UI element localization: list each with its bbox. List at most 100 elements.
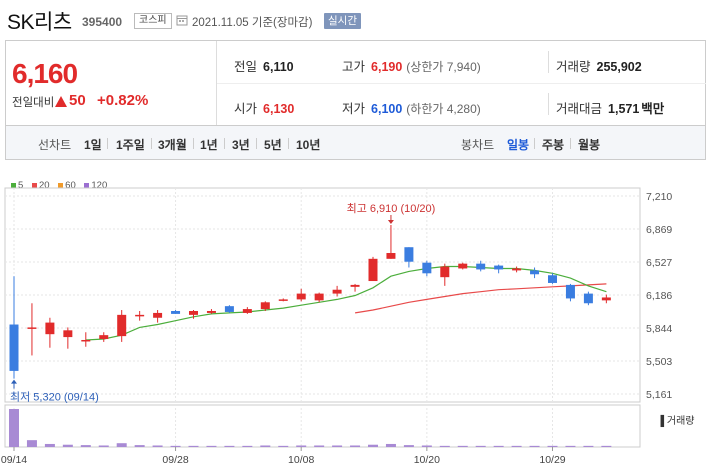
volume-bar [457, 445, 468, 447]
candle-body [476, 263, 486, 270]
volume-bar [152, 445, 163, 447]
divider [288, 138, 289, 149]
y-tick-label: 6,186 [646, 290, 672, 302]
volume-bar [565, 445, 576, 447]
volume-bar [260, 445, 271, 447]
volume-bar [206, 445, 217, 447]
candle-body [350, 284, 360, 287]
change-value: 50 [69, 92, 86, 109]
candle-body [440, 266, 450, 278]
volume-bar [134, 445, 145, 447]
volume-bar [98, 445, 109, 447]
period-10y[interactable]: 10년 [296, 138, 321, 152]
period-5y[interactable]: 5년 [264, 138, 282, 152]
volume-bar [188, 445, 199, 447]
candle-body [583, 293, 593, 304]
stock-name: SK리츠 [7, 11, 72, 34]
volume-bar [278, 445, 289, 447]
period-3y[interactable]: 3년 [232, 138, 250, 152]
period-1y[interactable]: 1년 [200, 138, 218, 152]
legend-item: 120 [84, 180, 107, 191]
candle-body [296, 293, 306, 300]
divider [534, 138, 535, 149]
candle-body [314, 293, 324, 301]
line-chart-label: 선차트 [38, 138, 72, 152]
volume-plot-frame [4, 404, 641, 448]
candle-body [27, 327, 37, 329]
candle-daily[interactable]: 일봉 [507, 138, 530, 152]
volume-bar [44, 443, 55, 447]
ma20-line [355, 283, 607, 314]
current-price: 6,160 [12, 58, 78, 89]
low-marker-arrow [11, 379, 17, 384]
divider [151, 138, 152, 149]
chart-legend: 5 20 60 120 [11, 180, 113, 191]
up-arrow-icon [55, 96, 67, 107]
volume-bar [385, 443, 396, 447]
volume-bar [116, 443, 127, 447]
candle-body [601, 297, 611, 301]
volume-bar [439, 445, 450, 447]
volume-bar [529, 445, 540, 447]
candle-body [171, 310, 181, 314]
candle-body [278, 299, 288, 301]
period-1w[interactable]: 1주일 [116, 138, 145, 152]
row-divider [217, 83, 706, 84]
y-tick-label: 5,503 [646, 356, 672, 368]
candle-body [63, 330, 73, 338]
candle-body [548, 275, 557, 283]
low-annotation: 최저 5,320 (09/14) [10, 391, 99, 404]
calendar-icon [176, 15, 188, 26]
y-tick-label: 6,527 [646, 257, 672, 269]
volume-bar [314, 445, 325, 447]
candle-chart-label: 봉차트 [461, 138, 495, 152]
candle-body [9, 324, 19, 371]
y-tick-label: 6,869 [646, 224, 672, 236]
volume-bar [332, 445, 343, 447]
candle-body [45, 322, 55, 335]
change-percent: +0.82% [97, 92, 149, 109]
volume-bar [170, 445, 181, 447]
volume-bar [62, 444, 73, 447]
legend-item: 20 [31, 180, 50, 191]
divider [548, 51, 549, 73]
y-tick-label: 5,844 [646, 323, 672, 335]
x-tick-label: 10/29 [539, 454, 565, 466]
volume-bar [80, 445, 91, 447]
period-3m[interactable]: 3개월 [158, 138, 187, 152]
prev-close: 전일 6,110 [234, 60, 294, 74]
candle-body [512, 268, 522, 271]
high-marker-arrow [387, 219, 394, 224]
volume-bar [350, 445, 361, 447]
candle-body [117, 314, 127, 337]
candle-weekly[interactable]: 주봉 [542, 138, 565, 152]
candle-monthly[interactable]: 월봉 [578, 138, 601, 152]
candle-body [422, 262, 432, 274]
x-tick-label: 10/20 [414, 454, 440, 466]
y-tick-label: 7,210 [646, 191, 672, 203]
divider [548, 93, 549, 115]
quote-panel: 6,160 전일대비 50 +0.82% 전일 6,110 고가 6,190 (상한가… [5, 40, 706, 126]
volume-bar [242, 445, 253, 447]
volume: 거래량 255,902 [556, 60, 642, 74]
period-1d[interactable]: 1일 [84, 138, 102, 152]
base-date: 2021.11.05 기준(장마감) [192, 17, 313, 29]
x-tick-label: 09/28 [162, 454, 188, 466]
candle-body [224, 306, 234, 312]
trade-amount: 거래대금 1,571 백만 [556, 102, 665, 116]
candle-body [530, 270, 540, 275]
candlestick-chart[interactable]: 7,210 6,869 6,527 6,186 5,844 5,503 5,161 09/14… [0, 170, 707, 471]
volume-bar [511, 445, 522, 447]
divider [570, 138, 571, 149]
legend-swatch [84, 182, 90, 188]
volume-bar [601, 445, 612, 447]
volume-axis-label: ▐ 거래량 [657, 416, 695, 427]
change-label: 전일대비 [12, 97, 55, 109]
x-tick-label: 10/08 [288, 454, 314, 466]
candle-body [494, 265, 504, 270]
low-price: 저가 6,100 (하한가 4,280) [342, 102, 481, 116]
volume-bar [26, 440, 37, 447]
volume-bar [9, 409, 19, 447]
volume-bar [421, 445, 432, 447]
realtime-button[interactable]: 실시간 [324, 13, 361, 29]
